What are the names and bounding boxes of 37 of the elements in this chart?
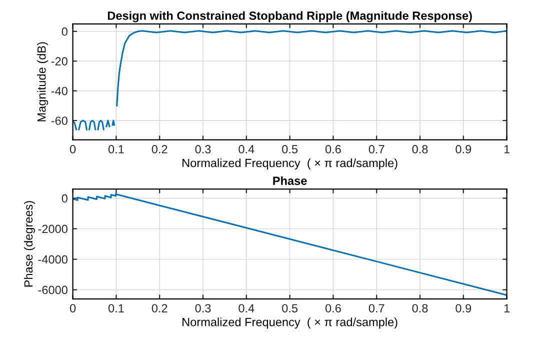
x-tick-label: 0.6 — [325, 304, 341, 312]
y-axis-title: Magnitude (dB) — [37, 42, 48, 122]
x-tick-label: 0.7 — [368, 145, 384, 154]
x-tick-label: 0 — [70, 304, 76, 312]
y-tick-label: -40 — [51, 86, 68, 96]
x-tick-label: 0.8 — [412, 145, 428, 154]
x-axis-title: Normalized Frequency ( × π rad/sample) — [182, 158, 398, 170]
x-tick-label: 0.1 — [108, 304, 124, 312]
x-tick-label: 0 — [70, 145, 76, 154]
x-tick-label: 0.4 — [238, 304, 254, 312]
x-tick-label: 0.6 — [325, 145, 341, 154]
x-tick-label: 0.4 — [238, 145, 254, 154]
x-tick-label: 0.2 — [152, 304, 168, 312]
x-tick-label: 0.8 — [412, 304, 428, 312]
y-tick-label: 0 — [62, 27, 68, 36]
x-tick-label: 0.5 — [282, 145, 298, 154]
y-tick-label: -60 — [51, 116, 68, 125]
chart-title: Phase — [273, 176, 307, 186]
x-tick-label: 0.3 — [195, 304, 211, 312]
x-tick-label: 1 — [504, 145, 510, 154]
y-tick-label: -6000 — [38, 286, 68, 294]
y-axis-title: Phase (degrees) — [24, 201, 35, 287]
y-tick-label: -2000 — [38, 224, 68, 234]
chart-title: Design with Constrained Stopband Ripple (Magnitude Response) — [108, 11, 472, 22]
x-tick-label: 0.3 — [195, 145, 211, 154]
y-tick-label: 0 — [62, 194, 68, 203]
y-tick-label: -4000 — [38, 255, 68, 264]
x-tick-label: 0.9 — [456, 304, 472, 312]
x-tick-label: 0.9 — [456, 145, 472, 154]
x-tick-label: 0.1 — [108, 145, 124, 154]
x-tick-label: 0.2 — [152, 145, 168, 154]
y-tick-label: -20 — [51, 57, 68, 66]
x-tick-label: 0.5 — [282, 304, 298, 312]
line-series — [72, 192, 507, 296]
x-tick-label: 0.7 — [368, 304, 384, 312]
x-axis-title: Normalized Frequency ( × π rad/sample) — [182, 318, 398, 329]
x-tick-label: 1 — [504, 304, 510, 312]
